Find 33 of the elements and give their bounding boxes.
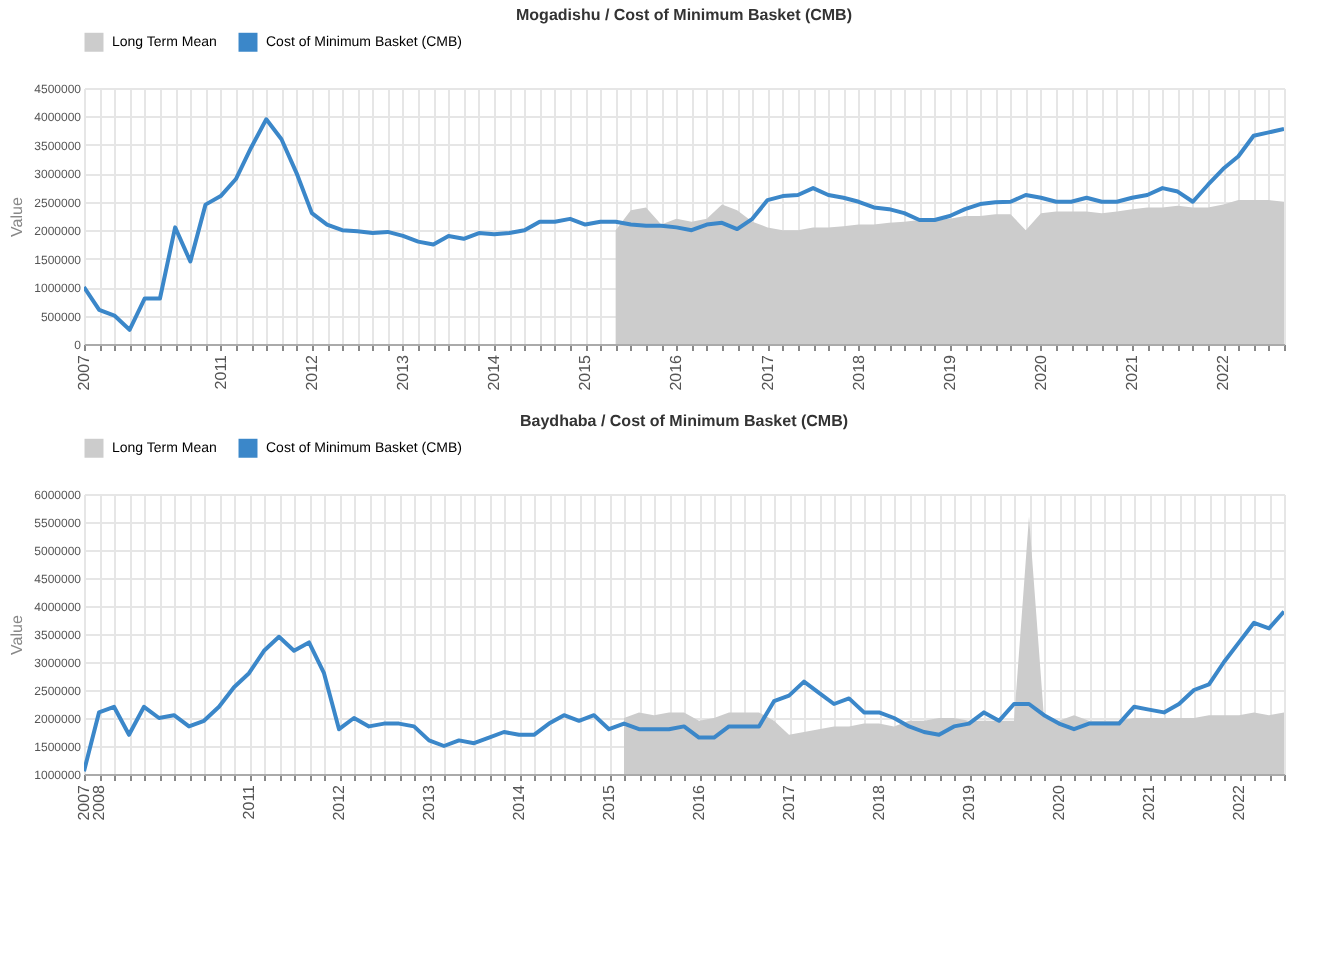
line-series xyxy=(84,609,1284,774)
x-tick-label: 2011 xyxy=(240,783,258,820)
x-tick-label: 2020 xyxy=(1050,783,1068,821)
x-tick-label: 2022 xyxy=(1230,783,1248,821)
x-tick-label: 2017 xyxy=(758,353,777,391)
x-tick-label: 2013 xyxy=(393,353,412,391)
x-tick-label: 2018 xyxy=(849,353,868,391)
y-axis-title: Value xyxy=(8,614,27,655)
x-tick-label: 2014 xyxy=(510,783,528,821)
x-tick-label: 2012 xyxy=(330,783,348,821)
x-tick-label: 2021 xyxy=(1140,783,1158,821)
x-tick-label: 2021 xyxy=(1123,353,1142,391)
chart-title: Baydhaba / Cost of Minimum Basket (CMB) xyxy=(519,412,849,430)
x-tick-label: 2016 xyxy=(690,783,708,821)
x-tick-label: 2019 xyxy=(940,353,959,391)
x-tick-label: 2012 xyxy=(302,353,321,391)
x-tick-label: 2013 xyxy=(420,783,438,821)
x-tick-label: 2018 xyxy=(870,783,888,821)
x-tick-label: 2022 xyxy=(1214,353,1233,391)
x-tick-label: 2008 xyxy=(90,783,108,821)
x-tick-label: 2017 xyxy=(780,783,798,821)
x-tick-label: 2011 xyxy=(211,353,230,390)
x-tick-label: 2015 xyxy=(600,783,618,821)
x-tick-label: 2015 xyxy=(576,353,595,391)
x-tick-label: 2007 xyxy=(75,783,93,821)
x-tick-label: 2019 xyxy=(960,783,978,821)
line-series xyxy=(84,117,1284,332)
y-axis-title: Value xyxy=(8,196,27,237)
x-tick-label: 2020 xyxy=(1031,353,1050,391)
x-tick-label: 2014 xyxy=(485,353,504,391)
x-tick-label: 2016 xyxy=(667,353,686,391)
x-tick-label: 2007 xyxy=(75,353,93,391)
chart-title: Mogadishu / Cost of Minimum Basket (CMB) xyxy=(516,6,853,24)
